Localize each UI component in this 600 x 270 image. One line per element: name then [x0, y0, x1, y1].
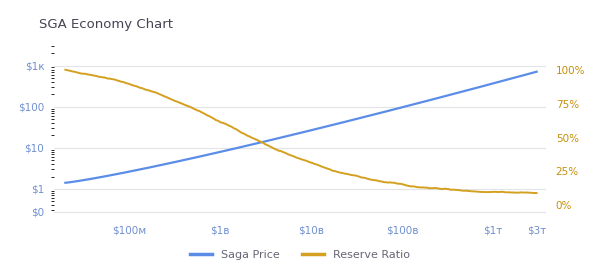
Legend: Saga Price, Reserve Ratio: Saga Price, Reserve Ratio [185, 245, 415, 264]
Text: SGA Economy Chart: SGA Economy Chart [39, 18, 173, 31]
